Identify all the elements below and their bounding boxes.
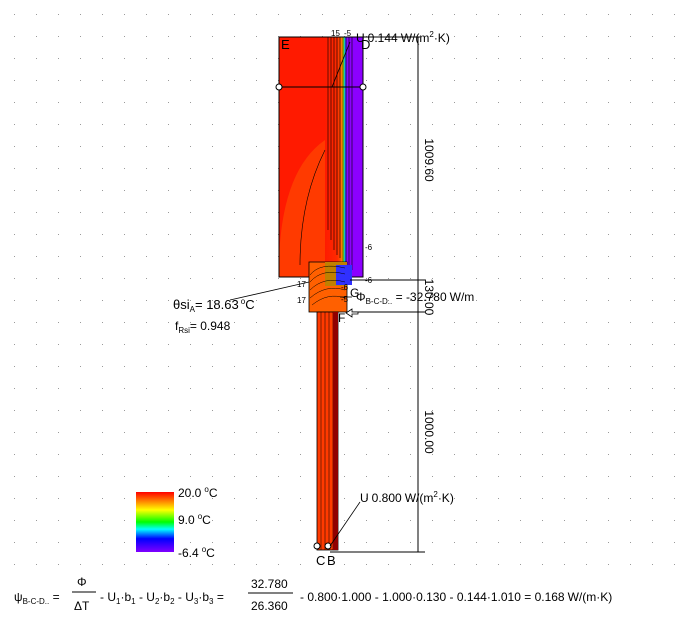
legend-max: 20.0 oC — [178, 485, 218, 500]
corner-label-d: D — [361, 37, 370, 52]
point-label-f: F — [338, 311, 345, 325]
svg-text:15: 15 — [331, 29, 340, 38]
theta-si-label: θsiA= 18.63 oC — [173, 297, 255, 314]
section-marker-c — [313, 542, 321, 550]
svg-text:-5: -5 — [344, 29, 352, 38]
svg-text:ΔT: ΔT — [74, 599, 90, 613]
corner-label-c: C — [316, 553, 325, 568]
svg-text:17: 17 — [297, 280, 306, 289]
psi-formula: ψB-C-D.. = Φ ΔT - U1·b1 - U2·b2 - U3·b3 … — [14, 575, 612, 613]
dimension-upper: 1009.60 — [422, 138, 436, 182]
svg-text:32.780: 32.780 — [251, 577, 288, 591]
flux-arrow — [345, 308, 359, 318]
svg-text:-5: -5 — [341, 295, 349, 304]
point-label-g: G — [350, 286, 359, 300]
section-marker-left — [275, 83, 283, 91]
legend-min: -6.4 oC — [178, 545, 215, 560]
legend-mid: 9.0 oC — [178, 512, 211, 527]
leader-lines — [229, 41, 361, 547]
corner-label-b: B — [327, 553, 336, 568]
svg-text:-6: -6 — [365, 243, 373, 252]
svg-text:-6: -6 — [365, 276, 373, 285]
background-grid — [14, 14, 675, 565]
lower-u-value: U 0.800 W/(m2·K) — [360, 490, 454, 505]
section-marker-b — [324, 542, 332, 550]
phi-label: ΦB-C-D.. = -32.780 W/m — [356, 290, 474, 306]
isotherm-labels: 15 -5 -6 -6 17 17 -6 -5 — [297, 29, 373, 305]
lower-column — [316, 311, 339, 551]
svg-text:- 0.800·1.000 - 1.000·0.130: - 0.800·1.000 - 1.000·0.130 - 0.144·1.01… — [300, 590, 612, 604]
svg-text:-6: -6 — [341, 283, 349, 292]
dimension-middle: 130.00 — [422, 279, 436, 316]
dimension-lines — [279, 36, 425, 553]
corner-label-e: E — [281, 37, 290, 52]
svg-text:ψB-C-D.. =: ψB-C-D.. = — [14, 590, 60, 606]
svg-text:- U1·b1 - U2·b2 - U3·b3 =: - U1·b1 - U2·b2 - U3·b3 = — [100, 590, 224, 606]
svg-text:fRsi= 0.948: fRsi= 0.948 — [175, 319, 231, 335]
svg-text:Φ: Φ — [77, 575, 87, 589]
svg-text:26.360: 26.360 — [251, 599, 288, 613]
svg-text:17: 17 — [297, 296, 306, 305]
section-marker-right — [359, 83, 367, 91]
upper-u-value: U 0.144 W/(m2·K) — [356, 30, 450, 45]
color-legend: 20.0 oC 9.0 oC -6.4 oC — [136, 485, 218, 560]
dimension-lower: 1000.00 — [422, 410, 436, 454]
frsi-label: fRsi= 0.948 — [175, 319, 231, 335]
junction — [308, 261, 352, 313]
upper-wall — [278, 36, 364, 278]
